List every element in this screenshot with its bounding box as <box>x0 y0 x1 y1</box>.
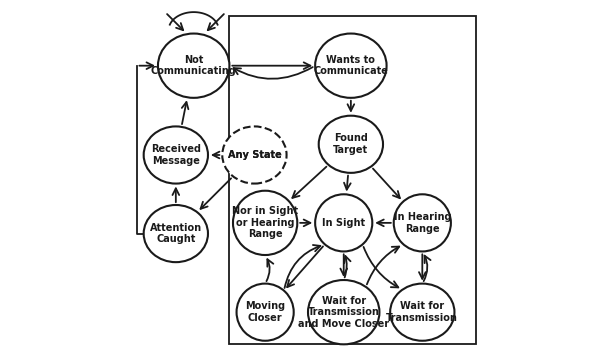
Text: Received
Message: Received Message <box>151 144 201 166</box>
Text: Any State: Any State <box>227 150 282 160</box>
Text: Nor in Sight
or Hearing
Range: Nor in Sight or Hearing Range <box>232 206 298 239</box>
Bar <box>229 16 476 344</box>
Text: Any State: Any State <box>227 150 282 160</box>
Text: Found
Target: Found Target <box>333 134 368 155</box>
Text: Attention
Caught: Attention Caught <box>150 223 202 244</box>
Ellipse shape <box>308 280 379 344</box>
Ellipse shape <box>318 116 383 173</box>
Ellipse shape <box>222 126 286 184</box>
Text: In Hearing
Range: In Hearing Range <box>394 212 451 234</box>
Ellipse shape <box>394 194 451 251</box>
Ellipse shape <box>315 194 372 251</box>
Ellipse shape <box>158 33 229 98</box>
Text: In Sight: In Sight <box>322 218 365 228</box>
Text: Wants to
Communicate: Wants to Communicate <box>314 55 388 76</box>
Ellipse shape <box>237 284 294 341</box>
Ellipse shape <box>233 191 298 255</box>
Ellipse shape <box>315 33 387 98</box>
Text: Wait for
Transmission: Wait for Transmission <box>386 301 458 323</box>
Ellipse shape <box>144 205 208 262</box>
Text: Wait for
Transmission
and Move Closer: Wait for Transmission and Move Closer <box>298 296 389 329</box>
Ellipse shape <box>390 284 455 341</box>
Text: Not
Communicating: Not Communicating <box>151 55 237 76</box>
Ellipse shape <box>144 126 208 184</box>
Text: Moving
Closer: Moving Closer <box>245 301 285 323</box>
